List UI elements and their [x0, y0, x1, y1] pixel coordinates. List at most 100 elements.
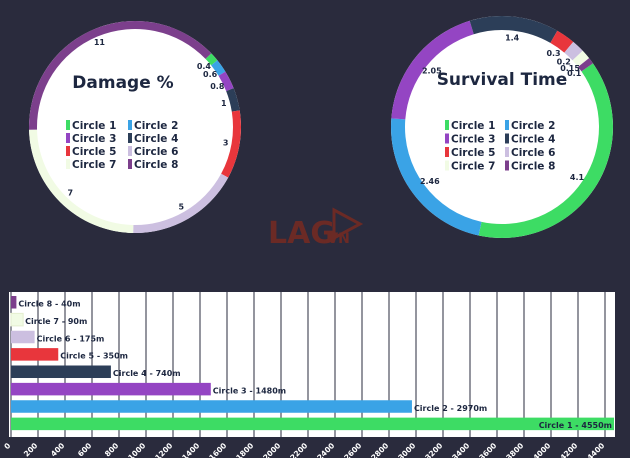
pie-slice-circle-7	[572, 50, 590, 67]
pie-slice-circle-5	[550, 30, 574, 53]
slice-value-circle-6: 0.2	[557, 57, 571, 66]
watermark-logo: LAG .VN	[268, 207, 364, 251]
legend-item-circle-2: Circle 2	[128, 120, 178, 132]
x-tick-label: 3600	[477, 441, 498, 458]
bar-circle-4	[11, 365, 111, 379]
legend-swatch	[128, 159, 132, 169]
x-tick-label: 400	[49, 441, 66, 458]
pie-slice-circle-5	[221, 110, 241, 178]
slice-value-circle-6: 5	[179, 202, 185, 211]
legend-label: Circle 2	[511, 120, 555, 132]
x-tick-label: 4000	[531, 441, 552, 458]
x-tick-label: 2600	[342, 441, 363, 458]
pie-slice-circle-8	[29, 21, 212, 130]
x-tick-label: 2200	[288, 441, 309, 458]
legend-swatch	[445, 160, 449, 171]
legend-item-circle-7: Circle 7	[445, 160, 495, 173]
legend-swatch	[66, 120, 70, 130]
legend-item-circle-5: Circle 5	[66, 146, 116, 158]
bar-circle-5	[11, 348, 59, 361]
legend-label: Circle 4	[134, 133, 178, 145]
slice-value-circle-2: 0.6	[203, 70, 218, 79]
bar-circle-7	[10, 312, 24, 327]
survival-chart-title: Survival Time	[437, 70, 568, 90]
bar-label-circle-6: Circle 6 - 175m	[37, 334, 105, 343]
x-tick-label: 0	[2, 441, 12, 451]
slice-value-circle-5: 0.3	[546, 49, 560, 58]
legend-item-circle-3: Circle 3	[445, 133, 495, 146]
bar-circle-6	[11, 330, 35, 344]
pie-slice-circle-1	[478, 63, 613, 239]
bar-circle-3	[11, 382, 211, 396]
x-tick-label: 2800	[369, 441, 390, 458]
slice-value-circle-7: 0.15	[560, 64, 580, 73]
legend-label: Circle 4	[511, 134, 555, 146]
slice-value-circle-1: 0.4	[197, 62, 212, 71]
legend-item-circle-4: Circle 4	[505, 133, 555, 146]
legend-label: Circle 7	[451, 161, 495, 173]
x-tick-label: 1600	[207, 441, 228, 458]
watermark-text: LAG	[268, 216, 335, 251]
legend-item-circle-5: Circle 5	[445, 147, 495, 159]
legend-label: Circle 8	[134, 159, 178, 171]
slice-value-circle-3: 2.05	[422, 67, 442, 76]
slice-value-circle-4: 1.4	[505, 34, 520, 43]
slice-value-circle-4: 1	[221, 99, 227, 108]
legend-swatch	[505, 160, 509, 171]
legend-item-circle-2: Circle 2	[505, 120, 555, 132]
x-tick-label: 1200	[153, 441, 174, 458]
bar-circle-8	[11, 296, 17, 309]
x-tick-label: 3200	[423, 441, 444, 458]
legend-label: Circle 6	[511, 147, 555, 159]
legend-label: Circle 5	[451, 147, 495, 159]
legend-swatch	[445, 133, 449, 144]
legend-item-circle-6: Circle 6	[505, 147, 555, 159]
legend-swatch	[445, 120, 449, 130]
bar-label-circle-4: Circle 4 - 740m	[113, 369, 181, 378]
legend-item-circle-6: Circle 6	[128, 146, 178, 158]
bar-label-circle-1: Circle 1 - 4550m	[539, 421, 612, 430]
legend-swatch	[66, 159, 70, 169]
pie-slice-circle-7	[29, 129, 134, 233]
bar-label-circle-7: Circle 7 - 90m	[25, 317, 87, 326]
legend-item-circle-1: Circle 1	[66, 120, 116, 132]
legend-label: Circle 7	[72, 159, 116, 171]
pie-slice-circle-4	[469, 16, 558, 43]
legend-swatch	[128, 146, 132, 156]
pie-slice-circle-4	[226, 88, 240, 112]
bar-chart-background	[9, 292, 615, 437]
slice-value-circle-1: 4.1	[570, 173, 585, 182]
legend-swatch	[505, 120, 509, 130]
x-tick-label: 1000	[126, 441, 147, 458]
legend-item-circle-7: Circle 7	[66, 159, 116, 171]
legend-swatch	[128, 133, 132, 143]
legend-label: Circle 1	[451, 120, 495, 132]
legend-item-circle-8: Circle 8	[505, 160, 555, 173]
pie-slice-circle-2	[391, 118, 482, 236]
x-tick-label: 2400	[315, 441, 336, 458]
distance-bar-chart: Circle 8 - 40m Circle 7 - 90m Circle 6 - 1…	[2, 292, 615, 458]
bar-label-circle-8: Circle 8 - 40m	[18, 300, 80, 309]
x-tick-label: 3800	[504, 441, 525, 458]
x-tick-label: 1800	[234, 441, 255, 458]
survival-time-pie-chart: 4.1 2.46 2.05 1.4 0.30.20.150.1 Survival Tim…	[391, 16, 613, 239]
damage-chart-title: Damage %	[72, 73, 173, 93]
legend-item-circle-3: Circle 3	[66, 133, 116, 145]
bar-label-circle-5: Circle 5 - 350m	[60, 352, 128, 361]
pie-slice-circle-6	[133, 173, 229, 233]
watermark-suffix: .VN	[322, 231, 350, 247]
legend-swatch	[505, 147, 509, 157]
pie-slice-circle-8	[578, 58, 593, 72]
legend-item-circle-8: Circle 8	[128, 159, 178, 171]
legend-label: Circle 5	[72, 146, 116, 158]
legend-label: Circle 2	[134, 120, 178, 132]
bar-label-circle-3: Circle 3 - 1480m	[213, 386, 286, 395]
slice-value-circle-8: 0.1	[567, 69, 582, 78]
legend-label: Circle 8	[511, 161, 555, 173]
x-tick-label: 1400	[180, 441, 201, 458]
legend-item-circle-1: Circle 1	[445, 120, 495, 132]
x-tick-label: 3400	[450, 441, 471, 458]
bar-circle-2	[11, 400, 412, 413]
